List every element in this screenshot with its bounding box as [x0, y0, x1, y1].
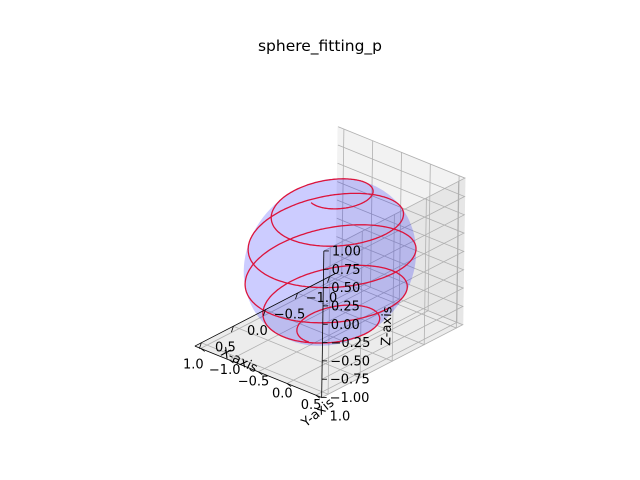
grid-z-3 [322, 217, 465, 343]
x-tick-2-label: 0.0 [247, 324, 268, 339]
z-tick-7-label: 0.75 [332, 263, 361, 278]
x-tick-0-tick [327, 276, 330, 283]
x-tick-1-tick [295, 292, 298, 300]
y-tick-2-label: 0.0 [272, 386, 293, 401]
x-tick-4-tick [198, 342, 202, 349]
z-tick-3-label: −0.25 [331, 336, 371, 351]
x-tick-4-label: 1.0 [183, 357, 204, 372]
y-tick-0-tick [200, 348, 205, 352]
x-tick-1-label: −0.5 [274, 308, 306, 323]
z-tick-6-label: 0.50 [331, 281, 360, 296]
x-tick-2-tick [263, 309, 266, 316]
tick-marks [198, 250, 330, 399]
grid-z-8 [323, 126, 466, 252]
grid-z-4 [322, 199, 465, 325]
tick-labels: −1.0−0.50.00.51.0 −1.0−0.50.00.51.0−1.00−… [183, 245, 370, 425]
sphere-surface [243, 178, 417, 346]
x-tick-3-label: 0.5 [215, 341, 236, 356]
spiral-curve [244, 178, 417, 344]
z-axis-label: Z-axis [379, 306, 395, 346]
grid-z-0 [321, 272, 464, 398]
z-tick-1-label: −0.75 [330, 373, 370, 388]
y-tick-3-label: 0.5 [301, 398, 322, 413]
z-tick-2-label: −0.50 [330, 354, 370, 369]
grid-lines [200, 126, 466, 398]
y-axis-line [194, 345, 322, 398]
z-tick-0-label: −1.00 [330, 391, 370, 406]
z-tick-4-label: 0.00 [331, 318, 360, 333]
y-tick-2-tick [258, 371, 263, 376]
z-tick-5-label: 0.25 [331, 299, 360, 314]
y-tick-1-tick [229, 359, 234, 364]
spiral-line [244, 178, 417, 344]
grid-z-1 [321, 254, 464, 380]
grid-z-6 [323, 162, 466, 288]
x-tick-0-label: −1.0 [306, 291, 338, 306]
grid-z-2 [322, 236, 465, 362]
sphere-fill [243, 178, 417, 346]
y-tick-1-label: −0.5 [238, 375, 270, 390]
x-tick-3-tick [231, 326, 234, 333]
y-tick-4-label: 1.0 [330, 410, 351, 425]
z-tick-8-label: 1.00 [332, 245, 361, 260]
y-tick-3-tick [286, 383, 292, 387]
y-tick-0-label: −1.0 [209, 363, 241, 378]
y-tick-4-tick [315, 394, 321, 399]
chart-title: sphere_fitting_p [258, 37, 382, 56]
grid-z-7 [323, 144, 466, 270]
